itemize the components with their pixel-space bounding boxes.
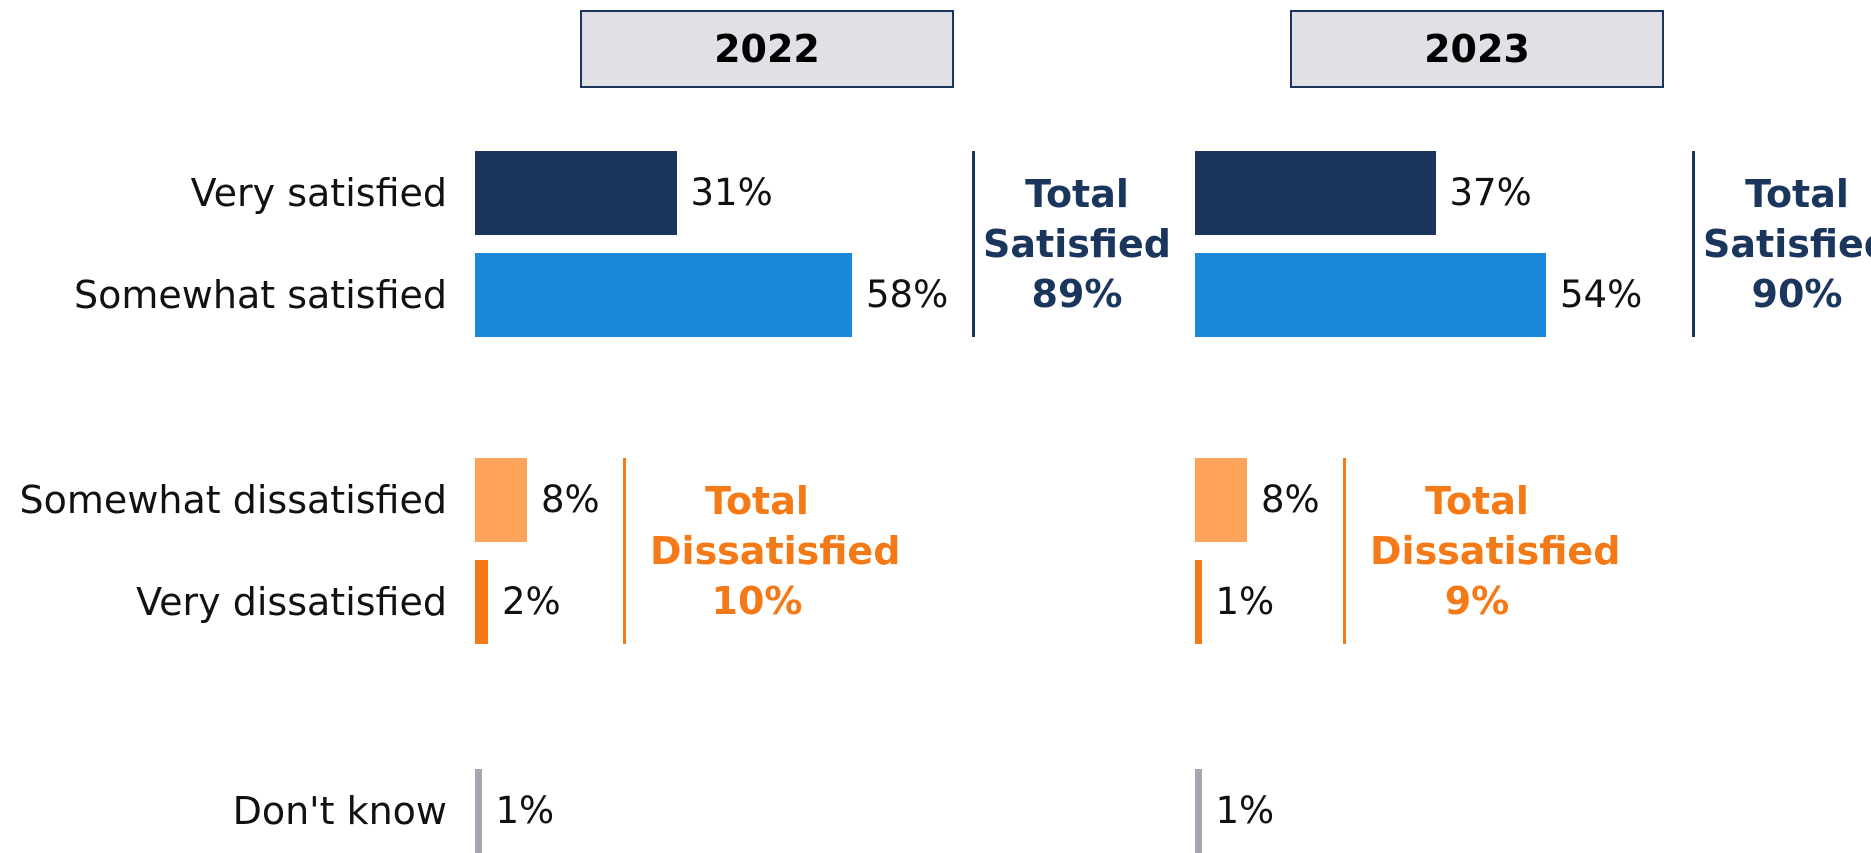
category-label: Don't know bbox=[232, 789, 447, 833]
group-value: 9% bbox=[1444, 579, 1510, 623]
value-label: 58% bbox=[866, 273, 949, 316]
bar bbox=[1195, 769, 1202, 853]
group-label: Total Dissatisfied bbox=[650, 479, 901, 573]
group-total: Total Satisfied 90% bbox=[1682, 169, 1871, 319]
group-bracket bbox=[1343, 458, 1346, 644]
value-label: 8% bbox=[1261, 478, 1320, 521]
bar bbox=[1195, 458, 1247, 542]
group-value: 89% bbox=[1031, 272, 1123, 316]
group-bracket bbox=[1692, 151, 1695, 337]
category-label: Very dissatisfied bbox=[136, 580, 447, 624]
group-value: 90% bbox=[1751, 272, 1843, 316]
value-label: 54% bbox=[1560, 273, 1643, 316]
bar bbox=[475, 253, 852, 337]
value-label: 1% bbox=[495, 789, 555, 832]
category-label: Somewhat dissatisfied bbox=[19, 478, 447, 522]
bar bbox=[475, 151, 677, 235]
bar bbox=[475, 769, 482, 853]
group-label: Total Satisfied bbox=[983, 172, 1171, 266]
bar bbox=[475, 560, 488, 644]
value-label: 1% bbox=[1215, 580, 1275, 623]
category-label: Very satisfied bbox=[190, 171, 447, 215]
value-label: 31% bbox=[690, 171, 773, 214]
group-total: Total Dissatisfied 10% bbox=[642, 476, 901, 626]
category-label: Somewhat satisfied bbox=[74, 273, 447, 317]
group-total: Total Satisfied 89% bbox=[962, 169, 1192, 319]
bar bbox=[1195, 253, 1546, 337]
group-bracket bbox=[972, 151, 975, 337]
bar bbox=[1195, 560, 1202, 644]
bar bbox=[475, 458, 527, 542]
value-label: 2% bbox=[502, 580, 561, 623]
group-total: Total Dissatisfied 9% bbox=[1362, 476, 1621, 626]
group-label: Total Dissatisfied bbox=[1370, 479, 1621, 573]
group-bracket bbox=[623, 458, 626, 644]
panel-header: 2023 bbox=[1290, 10, 1664, 88]
value-label: 1% bbox=[1215, 789, 1275, 832]
bar bbox=[1195, 151, 1436, 235]
value-label: 8% bbox=[541, 478, 600, 521]
panel-header: 2022 bbox=[580, 10, 954, 88]
group-label: Total Satisfied bbox=[1703, 172, 1871, 266]
value-label: 37% bbox=[1449, 171, 1532, 214]
group-value: 10% bbox=[711, 579, 803, 623]
